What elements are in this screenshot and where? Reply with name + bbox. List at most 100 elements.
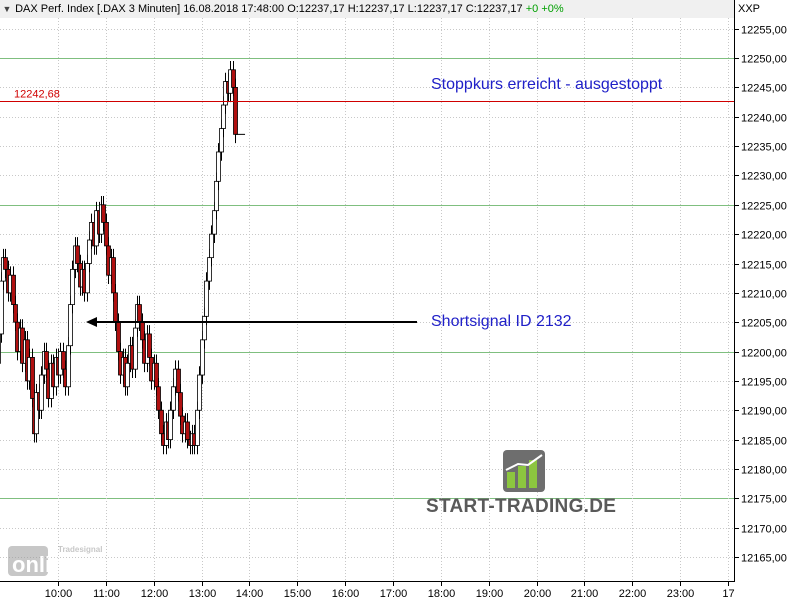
- x-tick-label: 14:00: [236, 588, 264, 600]
- candle-body: [34, 392, 39, 435]
- y-tick-label: 12170,00: [741, 524, 787, 536]
- candle-body: [125, 362, 130, 388]
- candle-body: [68, 304, 73, 347]
- y-axis-panel: [734, 0, 800, 600]
- candle-body: [212, 210, 217, 235]
- instrument-label: DAX Perf. Index [.DAX 3 Minuten] 16.08.2…: [15, 3, 285, 15]
- logo-text: START-TRADING.DE: [426, 496, 616, 517]
- y-tick-label: 12185,00: [741, 436, 787, 448]
- candle-body: [75, 245, 80, 264]
- candle-body: [195, 409, 200, 446]
- candle-body: [11, 274, 16, 305]
- logo-bar-3: [529, 460, 537, 488]
- candle-body: [168, 409, 173, 441]
- x-tick-label: 23:00: [667, 588, 695, 600]
- candle-body: [178, 392, 183, 417]
- candle-body: [204, 280, 209, 317]
- stop-price-label: 12242,68: [14, 89, 60, 101]
- candle-body: [233, 87, 238, 135]
- candle-body: [113, 292, 118, 323]
- triangle-down-icon[interactable]: ▼: [2, 4, 12, 14]
- candle-body: [221, 104, 226, 129]
- y-tick-label: 12180,00: [741, 465, 787, 477]
- candle-body: [116, 321, 121, 352]
- candle-body: [209, 233, 214, 259]
- candle-body: [200, 339, 205, 376]
- x-axis-ticks: 10:00 11:00 12:00 13:00 14:00 15:00 16:00 17:00…: [45, 581, 735, 600]
- x-tick-label: 17:00: [380, 588, 408, 600]
- candle-body: [3, 257, 8, 270]
- logo-bar-1: [507, 472, 515, 488]
- x-tick-label: 10:00: [45, 588, 73, 600]
- candle-body: [207, 257, 212, 282]
- candle-body: [101, 204, 106, 223]
- y-tick-label: 12165,00: [741, 553, 787, 565]
- candle-body: [87, 239, 92, 264]
- candle-body: [171, 386, 176, 411]
- candle-body: [111, 257, 116, 294]
- x-tick-label: 19:00: [476, 588, 504, 600]
- logo-bar-2: [518, 466, 526, 488]
- candle-body: [44, 351, 49, 370]
- x-tick-label: 12:00: [141, 588, 169, 600]
- chart-info-bar: ▼ DAX Perf. Index [.DAX 3 Minuten] 16.08…: [0, 0, 734, 18]
- candle-body: [66, 345, 71, 388]
- candle-body: [197, 374, 202, 411]
- x-tick-label: 15:00: [284, 588, 312, 600]
- ohlc-label: O:12237,17 H:12237,17 L:12237,17 C:12237…: [287, 3, 523, 15]
- y-tick-label: 12175,00: [741, 494, 787, 506]
- x-tick-label: 16:00: [332, 588, 360, 600]
- signal-annotation: Shortsignal ID 2132: [431, 313, 572, 330]
- candle-body: [214, 180, 219, 212]
- y-tick-label: 12220,00: [741, 230, 787, 242]
- x-tick-label: 13:00: [189, 588, 217, 600]
- candle-body: [202, 315, 207, 341]
- start-trading-logo: START-TRADING.DE: [426, 450, 616, 517]
- candle-body: [140, 321, 145, 341]
- y-tick-label: 12210,00: [741, 289, 787, 301]
- x-tick-label: 18:00: [428, 588, 456, 600]
- y-axis-symbol: XXP: [738, 3, 760, 15]
- candle-body: [137, 304, 142, 323]
- y-tick-label: 12250,00: [741, 54, 787, 66]
- signal-arrowhead: [86, 317, 97, 327]
- candle-body: [61, 351, 66, 370]
- candle-body: [104, 222, 109, 247]
- x-tick-label: 17: [722, 588, 734, 600]
- y-tick-label: 12200,00: [741, 348, 787, 360]
- candle-body: [219, 128, 224, 153]
- y-tick-label: 12245,00: [741, 83, 787, 95]
- candle-body: [159, 409, 164, 435]
- candlestick-series: [0, 60, 246, 455]
- y-axis-ticks: 12165,00 12170,00 12175,00 12180,00 12185,00…: [734, 25, 787, 565]
- online-box: [8, 546, 48, 576]
- y-tick-label: 12255,00: [741, 25, 787, 37]
- candle-body: [133, 327, 138, 370]
- online-text: online: [12, 552, 77, 577]
- candle-body: [30, 357, 35, 399]
- tradesignal-online-logo: Tradesignal online: [8, 545, 102, 577]
- y-tick-label: 12215,00: [741, 260, 787, 272]
- x-tick-label: 21:00: [571, 588, 599, 600]
- candle-body: [0, 280, 4, 335]
- y-tick-label: 12195,00: [741, 377, 787, 389]
- candle-body: [147, 333, 152, 358]
- candle-body: [39, 374, 44, 411]
- candle-body: [85, 263, 90, 294]
- candle-body: [176, 368, 181, 394]
- candle-body: [156, 386, 161, 411]
- logo-trend-line: [505, 454, 543, 471]
- y-tick-label: 12205,00: [741, 318, 787, 330]
- stop-annotation: Stoppkurs erreicht - ausgestoppt: [431, 76, 663, 93]
- candle-body: [185, 421, 190, 440]
- y-tick-label: 12190,00: [741, 406, 787, 418]
- candle-body: [231, 69, 236, 88]
- candle-body: [70, 268, 75, 305]
- y-tick-label: 12235,00: [741, 142, 787, 154]
- candle-body: [154, 362, 159, 388]
- change-label: +0 +0%: [525, 3, 564, 15]
- plot-background: [0, 18, 734, 580]
- x-tick-label: 11:00: [93, 588, 120, 600]
- x-tick-label: 20:00: [524, 588, 552, 600]
